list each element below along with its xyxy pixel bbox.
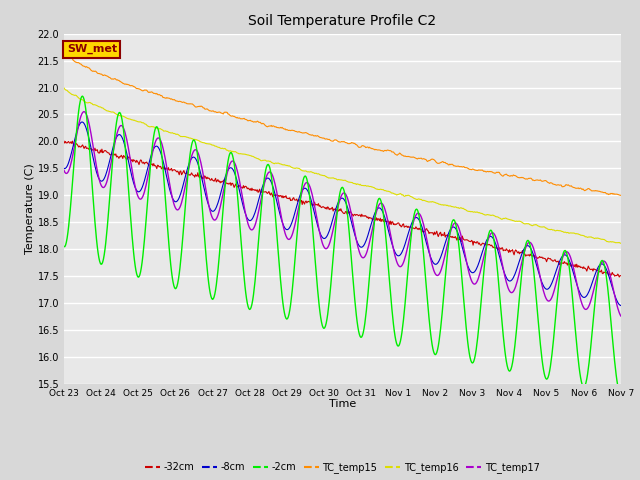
Y-axis label: Temperature (C): Temperature (C) xyxy=(25,163,35,254)
X-axis label: Time: Time xyxy=(329,399,356,409)
Legend: -32cm, -8cm, -2cm, TC_temp15, TC_temp16, TC_temp17: -32cm, -8cm, -2cm, TC_temp15, TC_temp16,… xyxy=(141,458,543,477)
Text: SW_met: SW_met xyxy=(67,44,117,54)
Title: Soil Temperature Profile C2: Soil Temperature Profile C2 xyxy=(248,14,436,28)
